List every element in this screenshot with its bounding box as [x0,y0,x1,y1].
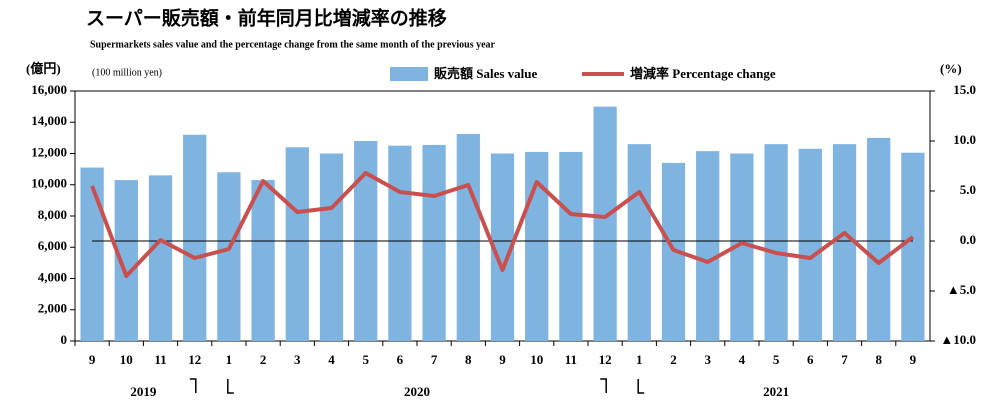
y-tick-label: 8,000 [38,207,67,222]
bar [80,167,104,341]
y-tick-label: 10,000 [31,176,67,191]
y-tick-label: 12,000 [31,144,67,159]
bar [627,144,651,341]
y2-tick-label: 10.0 [953,132,976,147]
bar [251,180,275,341]
x-tick-label: 9 [910,352,917,367]
bar [388,145,412,341]
year-separator [600,378,645,394]
year-label: 2020 [404,384,430,399]
x-tick-label: 1 [636,352,643,367]
x-tick-label: 3 [294,352,301,367]
bar [456,133,480,341]
x-tick-label: 6 [807,352,814,367]
x-tick-label: 7 [431,352,438,367]
x-tick-label: 11 [154,352,166,367]
bar [696,151,720,341]
x-tick-label: 4 [328,352,335,367]
y-unit-en: (100 million yen) [92,67,162,78]
x-tick-label: 2 [260,352,267,367]
y-tick-label: 0 [61,332,68,347]
bar [764,144,788,341]
x-tick-label: 7 [841,352,848,367]
y2-unit: (%) [940,61,962,76]
year-label: 2021 [763,384,789,399]
x-tick-label: 5 [362,352,369,367]
x-tick-label: 11 [565,352,577,367]
x-tick-label: 6 [397,352,404,367]
x-tick-label: 9 [499,352,506,367]
year-separator [189,378,234,394]
line [90,171,915,278]
bar [867,137,891,341]
bar [798,148,822,341]
y-tick-label: 16,000 [31,82,67,97]
y-tick-label: 4,000 [38,269,67,284]
y-tick-label: 6,000 [38,238,67,253]
chart-subtitle: Supermarkets sales value and the percent… [90,39,496,50]
y-tick-label: 14,000 [31,113,67,128]
year-label: 2019 [130,384,157,399]
bar [148,175,173,341]
bar [183,134,207,341]
y2-tick-label: ▲10.0 [940,332,976,347]
x-tick-label: 10 [120,352,133,367]
x-tick-label: 1 [226,352,233,367]
bar [490,153,515,341]
legend-swatch [390,67,428,81]
bar [319,153,344,341]
y2-tick-label: 0.0 [960,232,976,247]
x-tick-label: 2 [670,352,677,367]
bar [217,172,241,341]
y2-tick-label: ▲5.0 [947,282,976,297]
x-tick-label: 5 [773,352,780,367]
bar [114,180,138,341]
x-tick-label: 10 [530,352,543,367]
legend-label: 増減率 Percentage change [630,66,776,81]
bar [422,144,446,341]
y2-tick-label: 5.0 [960,182,976,197]
x-tick-label: 12 [188,352,201,367]
x-tick-label: 3 [704,352,711,367]
legend-label: 販売額 Sales value [434,66,538,81]
x-tick-label: 8 [465,352,472,367]
x-tick-label: 4 [739,352,746,367]
y2-tick-label: 15.0 [953,82,976,97]
bar [593,106,617,341]
bar [832,144,857,341]
bar [730,153,754,341]
x-tick-label: 9 [89,352,96,367]
bar [285,147,309,341]
y-unit: (億円) [26,61,61,76]
bar [559,151,583,341]
x-tick-label: 12 [599,352,612,367]
chart-title: スーパー販売額・前年同月比増減率の推移 [86,6,447,29]
y-tick-label: 2,000 [38,301,67,316]
x-tick-label: 8 [875,352,882,367]
bar [901,152,925,341]
